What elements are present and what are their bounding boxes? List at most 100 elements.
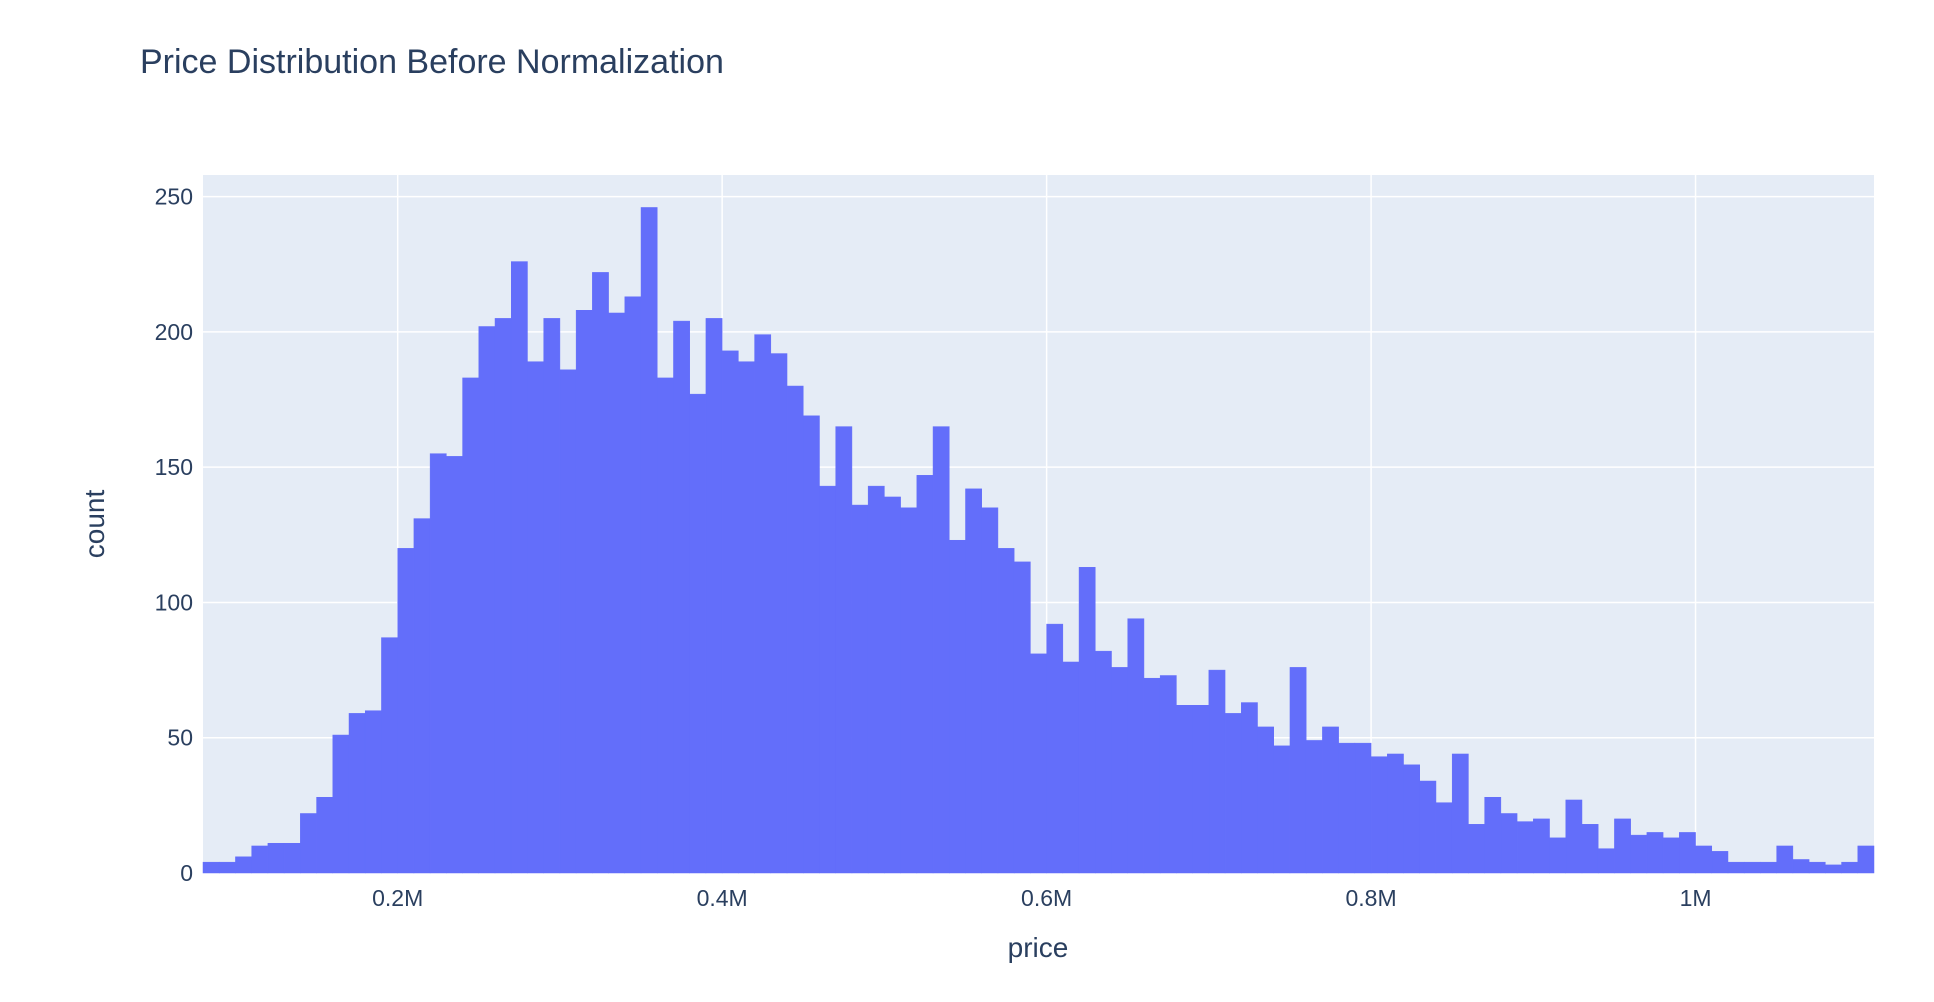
histogram-bar [1257,726,1274,874]
histogram-bar [689,393,707,874]
histogram-bar [738,361,755,874]
histogram-bar [348,713,366,874]
histogram-bar [932,426,950,874]
histogram-bar [1159,675,1177,874]
histogram-bar [446,456,463,874]
histogram-bar [981,507,999,874]
histogram-bar [1743,861,1761,874]
histogram-bar [1857,845,1875,874]
histogram-bar [1370,756,1388,874]
x-tick-label: 0.4M [697,885,748,911]
histogram-bar [364,710,382,874]
histogram-bar [1241,702,1258,874]
histogram-bar [267,842,285,874]
y-tick-label: 150 [155,454,193,480]
histogram-bar [1516,821,1534,874]
histogram-bar [1695,845,1713,874]
histogram-bar [381,637,398,874]
histogram-bar [997,548,1015,874]
histogram-bar [965,488,982,874]
histogram-bar [1841,861,1859,874]
histogram-bar [1711,851,1729,874]
chart-title: Price Distribution Before Normalization [140,43,724,81]
x-tick-label: 0.2M [372,885,423,911]
histogram-bar [1354,742,1372,874]
histogram-bar [592,272,609,874]
histogram-bar [462,377,480,874]
histogram-bar [640,207,658,874]
histogram-bar [754,334,772,874]
histogram-bar [1808,861,1826,874]
histogram-bar [1030,653,1047,874]
histogram-bar [1403,764,1420,874]
histogram-bar [1500,813,1518,874]
y-tick-label: 250 [155,184,193,210]
y-tick-label: 200 [155,319,193,345]
histogram-bar [1597,848,1615,874]
histogram-bar [835,426,853,874]
y-tick-label: 0 [180,860,193,886]
histogram-bar [1549,837,1567,874]
histogram-bar [251,845,269,874]
histogram-bar [900,507,918,874]
histogram-bar [1646,832,1664,874]
histogram-bar [283,842,301,874]
histogram-bar [1451,753,1469,874]
histogram-bar [1825,864,1842,874]
histogram-bar [949,539,966,874]
histogram-bar [316,796,334,874]
histogram-bar [1111,667,1128,874]
histogram-bar [494,318,512,874]
histogram-bar [543,318,561,874]
x-axis-ticks: 0.2M 0.4M 0.6M 0.8M 1M [372,885,1711,911]
histogram-bar [478,326,496,874]
histogram-bar [1338,742,1356,874]
histogram-bar [803,415,820,874]
histogram-bar [413,518,431,874]
histogram-bar [608,312,626,874]
x-axis-label: price [1008,932,1069,963]
histogram-bar [332,734,350,874]
histogram-bar [1484,796,1502,874]
histogram-bar [1143,677,1161,874]
histogram-bar [510,261,528,874]
histogram-bar [1630,834,1648,874]
histogram-bar [1565,799,1583,874]
histogram-bar [1095,650,1112,874]
histogram-bar [1419,780,1437,874]
x-tick-label: 1M [1680,885,1712,911]
histogram-bar [429,453,447,874]
histogram-bar [624,296,642,874]
histogram-bar [397,548,415,874]
histogram-bar [673,320,690,874]
histogram-bar [218,861,236,874]
histogram-bar [1468,824,1485,874]
histogram-bar [1305,740,1323,874]
histogram-bar [657,377,674,874]
histogram-bar [1614,818,1631,874]
histogram-bar [916,475,934,874]
x-tick-label: 0.8M [1346,885,1397,911]
histogram-bar [1127,618,1145,874]
histogram-bar [1224,713,1242,874]
x-tick-label: 0.6M [1021,885,1072,911]
histogram-bar [851,504,869,874]
histogram-bar [1792,859,1810,874]
histogram-bar [1176,705,1193,874]
histogram-bar [1208,669,1226,874]
histogram-bar [884,496,901,874]
histogram-bar [1533,818,1550,874]
histogram-bar [1322,726,1339,874]
histogram-bar [1062,661,1080,874]
histogram-bar [1046,623,1064,874]
y-tick-label: 50 [167,725,193,751]
histogram-bar [1078,567,1096,874]
y-axis-ticks: 0 50 100 150 200 250 [155,184,193,886]
histogram-bar [770,353,788,874]
histogram-bar [1387,753,1404,874]
histogram-bar [575,310,593,874]
histogram-bar [1760,861,1777,874]
histogram-bar [1662,837,1680,874]
